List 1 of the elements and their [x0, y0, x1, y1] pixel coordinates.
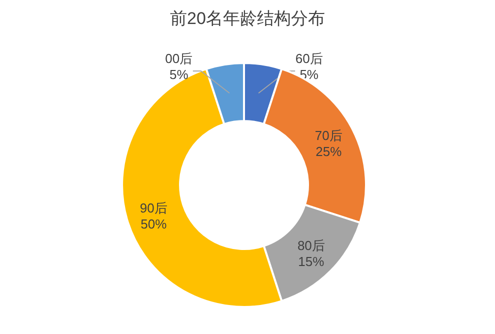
title: 前20名年龄结构分布 [170, 9, 325, 28]
